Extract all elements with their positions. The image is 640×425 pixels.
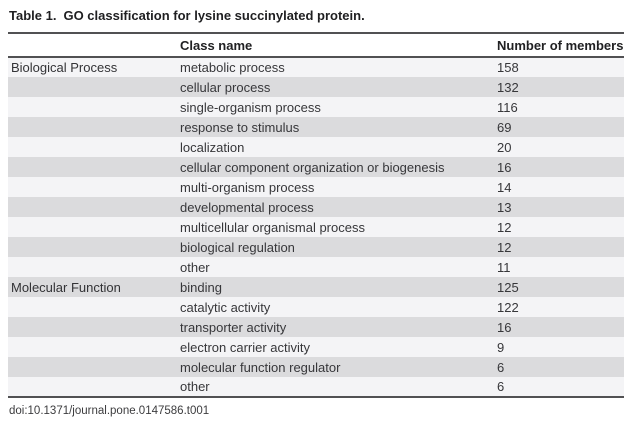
go-classification-table: Class name Number of members Biological … [8,32,624,398]
table-row: catalytic activity 122 [8,297,624,317]
table-row: localization 20 [8,137,624,157]
table-title-text: GO classification for lysine succinylate… [63,8,365,23]
table-body: Biological Process metabolic process 158 ce… [8,57,624,397]
member-count-cell: 158 [497,60,519,75]
member-count-cell: 16 [497,159,512,175]
header-class-name: Class name [180,37,253,53]
member-count-cell: 20 [497,139,512,155]
group-name-cell [8,197,180,217]
table-row: response to stimulus 69 [8,117,624,137]
member-count-cell: 6 [497,379,505,394]
class-name-cell: other [180,379,210,394]
class-name-cell: molecular function regulator [180,359,341,375]
doi-footer: doi:10.1371/journal.pone.0147586.t001 [9,405,210,417]
header-group-column [8,33,180,57]
class-name-cell: other [180,259,210,275]
table-row: multi-organism process 14 [8,177,624,197]
class-name-cell: metabolic process [180,60,285,75]
table-row: single-organism process 116 [8,97,624,117]
table-number-label: Table 1. [9,8,57,23]
class-name-cell: biological regulation [180,239,295,255]
table-header: Class name Number of members [8,33,624,57]
member-count-cell: 9 [497,339,505,355]
member-count-cell: 69 [497,119,512,135]
group-name-cell [8,357,180,377]
class-name-cell: binding [180,279,222,295]
member-count-cell: 12 [497,219,512,235]
group-name-cell [8,117,180,137]
class-name-cell: cellular component organization or bioge… [180,159,445,175]
table-row: developmental process 13 [8,197,624,217]
group-name-cell [8,217,180,237]
class-name-cell: response to stimulus [180,119,300,135]
table-row: Biological Process metabolic process 158 [8,57,624,77]
class-name-cell: localization [180,139,245,155]
member-count-cell: 13 [497,199,512,215]
table-title: Table 1. GO classification for lysine suc… [9,8,624,24]
class-name-cell: multicellular organismal process [180,219,365,235]
member-count-cell: 122 [497,299,519,315]
group-name-cell: Biological Process [11,60,118,75]
class-name-cell: single-organism process [180,99,321,115]
table-row: multicellular organismal process 12 [8,217,624,237]
group-name-cell [8,177,180,197]
header-row: Class name Number of members [8,33,624,57]
group-name-cell [8,157,180,177]
group-name-cell [8,257,180,277]
table-row: other 11 [8,257,624,277]
table-row: biological regulation 12 [8,237,624,257]
group-name-cell [8,297,180,317]
table-row: transporter activity 16 [8,317,624,337]
table-row: electron carrier activity 9 [8,337,624,357]
class-name-cell: developmental process [180,199,314,215]
table-row: other 6 [8,377,624,397]
class-name-cell: electron carrier activity [180,339,311,355]
member-count-cell: 125 [497,279,519,295]
group-name-cell [8,237,180,257]
group-name-cell [8,337,180,357]
table-row: molecular function regulator 6 [8,357,624,377]
class-name-cell: cellular process [180,79,271,95]
group-name-cell: Molecular Function [11,279,121,295]
table-row: cellular component organization or bioge… [8,157,624,177]
group-name-cell [8,97,180,117]
member-count-cell: 132 [497,79,519,95]
member-count-cell: 11 [497,259,511,275]
member-count-cell: 6 [497,359,505,375]
class-name-cell: transporter activity [180,319,287,335]
table-row: Molecular Function binding 125 [8,277,624,297]
member-count-cell: 16 [497,319,512,335]
group-name-cell [8,137,180,157]
group-name-cell [8,377,180,397]
member-count-cell: 14 [497,179,512,195]
member-count-cell: 116 [497,99,518,115]
group-name-cell [8,317,180,337]
class-name-cell: catalytic activity [180,299,271,315]
class-name-cell: multi-organism process [180,179,315,195]
header-number-of-members: Number of members [497,37,624,53]
group-name-cell [8,77,180,97]
table-row: cellular process 132 [8,77,624,97]
member-count-cell: 12 [497,239,512,255]
